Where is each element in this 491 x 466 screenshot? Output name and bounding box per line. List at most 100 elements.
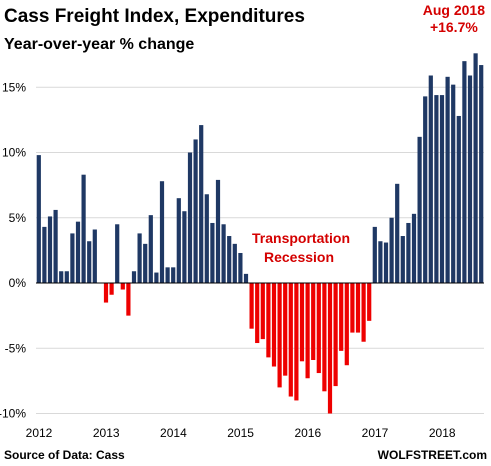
x-tick-label: 2017 xyxy=(362,426,389,440)
bar-2017-08 xyxy=(411,213,417,283)
x-tick-label: 2015 xyxy=(227,426,254,440)
bars xyxy=(36,53,484,414)
bar-2016-01 xyxy=(305,283,310,379)
y-axis-ticks: 15% 10% 5% 0% -5% -10% xyxy=(0,80,26,420)
bar-2012-04 xyxy=(53,209,58,283)
y-tick-label: 15% xyxy=(2,80,26,94)
bar-2013-07 xyxy=(137,233,142,283)
latest-value-label: +16.7% xyxy=(429,19,478,35)
bar-2018-01 xyxy=(439,95,445,283)
bar-2012-09 xyxy=(81,174,86,283)
bar-2015-10 xyxy=(288,283,293,397)
bar-2013-06 xyxy=(131,271,137,283)
y-tick-label: -10% xyxy=(0,407,26,421)
bar-2014-09 xyxy=(215,179,221,283)
x-tick-label: 2013 xyxy=(93,426,120,440)
bar-2012-10 xyxy=(87,241,92,283)
bar-2014-08 xyxy=(210,222,215,283)
bar-2014-11 xyxy=(227,236,232,283)
site-credit: WOLFSTREET.com xyxy=(377,448,487,462)
bar-2013-11 xyxy=(159,181,165,283)
x-tick-label: 2018 xyxy=(429,426,456,440)
bar-2012-02 xyxy=(42,226,47,283)
bar-2017-05 xyxy=(395,183,400,283)
bar-2016-09 xyxy=(350,283,355,333)
bar-2014-02 xyxy=(176,198,181,283)
bar-2013-05 xyxy=(126,283,131,316)
bar-2016-11 xyxy=(361,283,366,342)
bar-2014-04 xyxy=(187,152,193,283)
bar-2018-03 xyxy=(451,84,456,283)
chart-subtitle: Year-over-year % change xyxy=(4,36,195,53)
bar-2016-05 xyxy=(327,283,333,414)
x-tick-label: 2016 xyxy=(294,426,321,440)
bar-2016-10 xyxy=(355,283,361,333)
bar-2017-12 xyxy=(434,95,439,283)
bar-2013-09 xyxy=(148,215,153,283)
bar-2016-08 xyxy=(344,283,349,366)
bar-2015-04 xyxy=(255,283,260,344)
bar-2014-07 xyxy=(204,194,209,283)
x-tick-label: 2012 xyxy=(26,426,53,440)
bar-2017-03 xyxy=(383,242,389,283)
bar-2013-01 xyxy=(103,283,109,303)
bar-2018-02 xyxy=(445,76,450,283)
bar-2012-11 xyxy=(92,229,97,283)
x-tick-label: 2014 xyxy=(160,426,187,440)
bar-2014-10 xyxy=(221,224,226,283)
recession-label-line1: Transportation xyxy=(252,230,351,246)
bar-2012-06 xyxy=(64,271,69,283)
bar-2013-03 xyxy=(115,224,120,283)
recession-annotation: Transportation Recession xyxy=(252,229,364,267)
y-tick-label: -5% xyxy=(5,341,27,355)
bar-2013-04 xyxy=(120,283,125,290)
bar-2017-09 xyxy=(417,136,422,283)
bar-2016-06 xyxy=(333,283,338,387)
bar-2015-06 xyxy=(266,283,271,358)
bar-2013-08 xyxy=(143,243,148,283)
latest-value-annotation: Aug 2018 +16.7% xyxy=(423,2,485,36)
bar-2015-09 xyxy=(283,283,288,376)
bar-2018-08 xyxy=(479,65,484,283)
bar-2018-07 xyxy=(473,53,478,283)
bar-2017-01 xyxy=(372,226,377,283)
bar-2016-03 xyxy=(316,283,321,374)
bar-2016-04 xyxy=(322,283,327,392)
bar-2012-03 xyxy=(47,216,53,283)
bar-2015-08 xyxy=(277,283,282,388)
bar-2015-02 xyxy=(243,273,249,283)
recession-label-line2: Recession xyxy=(264,249,335,265)
bar-2017-07 xyxy=(406,222,411,283)
x-axis-ticks: 2012 2013 2014 2015 2016 2017 2018 xyxy=(26,426,456,440)
chart-title: Cass Freight Index, Expenditures xyxy=(4,6,305,27)
bar-2015-05 xyxy=(260,283,265,340)
bar-2015-01 xyxy=(238,252,243,283)
bar-2012-05 xyxy=(59,271,64,283)
bar-2018-05 xyxy=(462,61,467,284)
bar-2012-07 xyxy=(70,233,75,283)
bar-2018-06 xyxy=(467,75,473,283)
bar-2017-06 xyxy=(400,236,405,283)
source-note: Source of Data: Cass xyxy=(4,448,125,462)
bar-2015-07 xyxy=(271,283,277,367)
bar-2016-02 xyxy=(311,283,316,360)
bar-2014-01 xyxy=(171,267,176,283)
bar-2013-12 xyxy=(165,267,170,283)
latest-date-label: Aug 2018 xyxy=(422,2,485,18)
bar-2016-07 xyxy=(339,283,344,351)
bar-2014-12 xyxy=(232,243,237,283)
bar-2015-03 xyxy=(249,283,254,329)
bar-2014-06 xyxy=(199,125,204,283)
bar-2017-10 xyxy=(423,96,428,283)
bar-2015-11 xyxy=(294,283,299,401)
bar-2016-12 xyxy=(367,283,372,321)
bar-2015-12 xyxy=(299,283,305,362)
bar-2013-10 xyxy=(154,272,159,283)
gridlines xyxy=(36,86,484,414)
y-tick-label: 10% xyxy=(2,146,26,160)
bar-2014-05 xyxy=(193,139,198,283)
y-tick-label: 5% xyxy=(9,211,27,225)
bar-2014-03 xyxy=(182,211,187,283)
bar-2012-01 xyxy=(36,155,41,283)
